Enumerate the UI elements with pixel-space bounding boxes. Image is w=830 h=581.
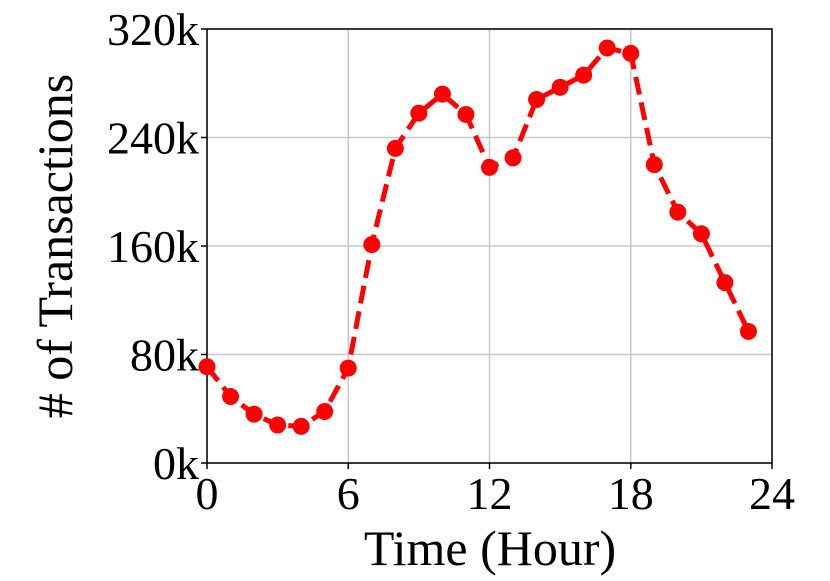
point	[551, 78, 569, 96]
point	[598, 39, 616, 57]
x-tick-label: 0	[196, 468, 219, 519]
point	[410, 104, 428, 122]
point	[528, 91, 546, 109]
point	[363, 236, 381, 254]
point	[269, 416, 287, 434]
point	[622, 44, 640, 62]
point	[504, 149, 522, 167]
point	[386, 139, 404, 157]
x-tick-label: 18	[608, 468, 654, 519]
point	[645, 156, 663, 174]
point	[433, 85, 451, 103]
point	[339, 359, 357, 377]
point	[692, 225, 710, 243]
point	[739, 322, 757, 340]
y-tick-label: 160k	[107, 221, 199, 272]
point	[457, 105, 475, 123]
point	[198, 358, 216, 376]
point	[245, 405, 263, 423]
point	[292, 417, 310, 435]
series-line	[205, 45, 751, 429]
x-tick-label: 12	[467, 468, 513, 519]
point	[716, 274, 734, 292]
y-tick-label: 0k	[153, 438, 199, 489]
point	[669, 203, 687, 221]
point	[575, 66, 593, 84]
point	[481, 158, 498, 176]
plot-frame	[206, 28, 773, 464]
x-axis-label: Time (Hour)	[364, 520, 616, 576]
y-tick-label: 240k	[107, 113, 199, 164]
point	[222, 388, 240, 406]
y-tick-label: 320k	[107, 4, 199, 55]
point	[316, 402, 334, 420]
x-tick-label: 6	[337, 468, 360, 519]
y-tick-label: 80k	[130, 330, 199, 381]
y-axis-label: # of Transactions	[27, 74, 83, 418]
x-tick-label: 24	[749, 468, 795, 519]
